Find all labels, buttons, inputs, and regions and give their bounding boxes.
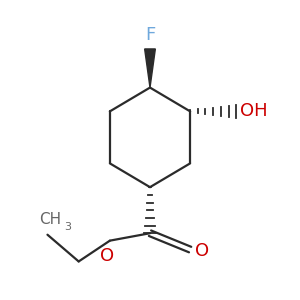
Text: O: O: [195, 242, 209, 260]
Text: O: O: [100, 247, 114, 265]
Polygon shape: [145, 49, 155, 88]
Text: OH: OH: [240, 102, 267, 120]
Text: F: F: [145, 26, 155, 44]
Text: CH: CH: [39, 212, 62, 227]
Text: 3: 3: [64, 222, 71, 232]
